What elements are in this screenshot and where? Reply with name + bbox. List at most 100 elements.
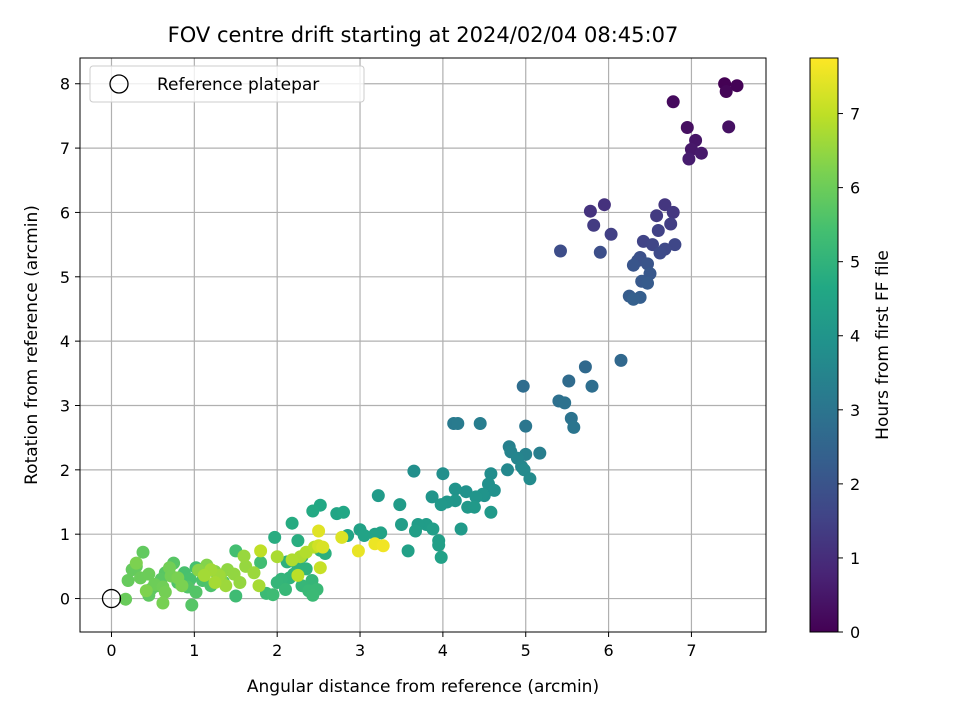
y-tick-label: 4 xyxy=(60,332,70,351)
data-point xyxy=(158,585,172,599)
data-point xyxy=(562,374,576,388)
data-point xyxy=(519,419,533,433)
data-point xyxy=(279,583,292,596)
data-point xyxy=(425,490,439,504)
data-point xyxy=(357,529,371,542)
data-point xyxy=(121,574,135,587)
y-axis-label: Rotation from reference (arcmin) xyxy=(22,205,42,485)
y-tick-label: 2 xyxy=(60,461,70,480)
colorbar-tick-label: 3 xyxy=(850,401,860,420)
x-tick-label: 4 xyxy=(438,641,448,660)
data-point xyxy=(558,396,572,410)
data-point xyxy=(467,500,481,514)
data-point xyxy=(291,568,305,582)
y-axis-ticks: 0 1 2 3 4 5 6 7 8 xyxy=(60,75,80,609)
data-point xyxy=(533,446,547,460)
data-point xyxy=(680,121,694,134)
data-point xyxy=(185,598,199,612)
data-point xyxy=(233,576,247,589)
data-point xyxy=(313,561,327,575)
data-points xyxy=(119,77,744,612)
data-point xyxy=(393,498,407,512)
colorbar-tick-label: 6 xyxy=(850,179,860,198)
data-point xyxy=(516,379,530,393)
colorbar-gradient xyxy=(809,57,839,633)
colorbar-tick-label: 4 xyxy=(850,327,860,346)
data-point xyxy=(409,524,422,538)
legend-label: Reference platepar xyxy=(157,75,319,95)
data-point xyxy=(368,527,382,541)
y-tick-label: 3 xyxy=(60,396,70,415)
data-point xyxy=(448,482,462,496)
data-point xyxy=(597,198,611,212)
data-point xyxy=(291,534,305,548)
chart-title: FOV centre drift starting at 2024/02/04 … xyxy=(168,23,679,47)
data-point xyxy=(142,567,156,581)
data-point xyxy=(401,544,415,558)
x-tick-label: 1 xyxy=(189,641,199,660)
y-tick-label: 7 xyxy=(60,139,70,158)
colorbar-label: Hours from first FF file xyxy=(873,250,893,440)
data-point xyxy=(722,120,736,134)
plot-frame xyxy=(79,57,767,633)
x-tick-label: 5 xyxy=(521,641,531,660)
y-tick-label: 1 xyxy=(60,525,70,544)
grid-lines xyxy=(80,58,766,632)
data-point xyxy=(371,489,385,503)
data-point xyxy=(395,518,408,531)
data-point xyxy=(593,245,607,259)
x-tick-label: 2 xyxy=(272,641,282,660)
data-point xyxy=(484,467,498,481)
x-tick-label: 0 xyxy=(106,641,116,660)
data-point xyxy=(651,224,665,237)
data-point xyxy=(254,556,268,569)
data-point xyxy=(252,579,266,593)
data-point xyxy=(426,522,440,536)
data-point xyxy=(306,588,320,602)
data-point xyxy=(646,238,659,252)
data-point xyxy=(266,588,280,602)
data-point xyxy=(451,417,465,430)
data-point xyxy=(285,553,299,567)
colorbar: 0 1 2 3 4 5 6 7 Hours from first FF file xyxy=(809,57,893,642)
data-point xyxy=(459,485,473,499)
data-point xyxy=(129,556,143,570)
y-tick-label: 0 xyxy=(60,590,70,609)
y-tick-label: 8 xyxy=(60,75,70,94)
data-point xyxy=(335,530,349,544)
data-point xyxy=(119,592,133,606)
data-point xyxy=(653,246,667,260)
data-point xyxy=(567,420,581,434)
data-point xyxy=(694,146,708,160)
data-point xyxy=(189,585,203,599)
y-tick-label: 5 xyxy=(60,268,70,287)
data-point xyxy=(197,568,211,582)
legend: Reference platepar xyxy=(89,65,365,103)
data-point xyxy=(554,244,567,258)
data-point xyxy=(208,576,222,589)
x-axis-ticks: 0 1 2 3 4 5 6 7 xyxy=(106,632,697,660)
data-point xyxy=(668,238,682,252)
data-point xyxy=(432,538,446,552)
data-point xyxy=(139,584,153,598)
data-point xyxy=(626,258,640,272)
data-point xyxy=(626,292,640,306)
data-point xyxy=(237,549,251,563)
x-tick-label: 7 xyxy=(686,641,696,660)
data-point xyxy=(730,79,744,93)
data-point xyxy=(306,504,320,518)
data-point xyxy=(523,472,537,486)
data-point xyxy=(666,95,680,109)
data-point xyxy=(376,539,390,553)
data-point xyxy=(175,579,189,593)
data-point xyxy=(664,217,678,231)
data-point xyxy=(583,204,597,218)
data-point xyxy=(578,360,592,374)
data-point xyxy=(484,505,498,519)
colorbar-ticks: 0 1 2 3 4 5 6 7 xyxy=(838,105,860,642)
data-point xyxy=(434,498,448,512)
colorbar-tick-label: 1 xyxy=(850,549,860,568)
data-point xyxy=(487,483,501,497)
data-point xyxy=(436,467,450,481)
data-point xyxy=(719,85,733,98)
